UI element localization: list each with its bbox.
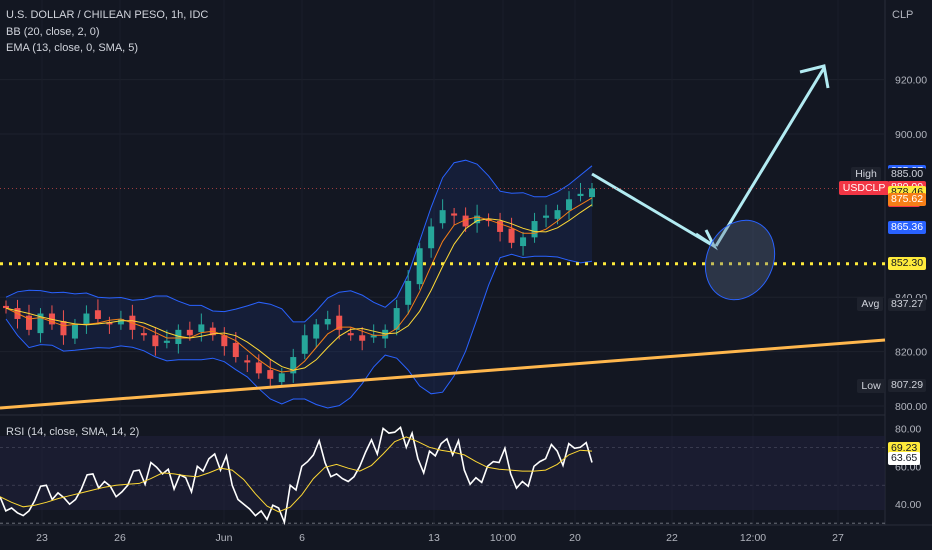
bb-fill — [6, 160, 592, 408]
bb-indicator-legend[interactable]: BB (20, close, 2, 0) — [6, 26, 100, 38]
candle — [324, 318, 331, 325]
time-tick-label: 27 — [832, 532, 844, 544]
symbol-title[interactable]: U.S. DOLLAR / CHILEAN PESO, 1h, IDC — [6, 9, 209, 21]
time-tick-label: 26 — [114, 532, 126, 544]
candle — [359, 335, 366, 341]
candle — [451, 213, 458, 216]
rsi-tick-label: 80.00 — [895, 423, 921, 435]
candle — [474, 215, 481, 224]
time-tick-label: 20 — [569, 532, 581, 544]
price-label-last: USDCLP — [838, 180, 890, 195]
ema-indicator-legend[interactable]: EMA (13, close, 0, SMA, 5) — [6, 42, 139, 54]
candle — [244, 360, 251, 363]
arrowhead-down — [695, 229, 718, 251]
candle — [554, 210, 561, 219]
candle — [416, 248, 423, 285]
rsi-tag-rsi: 69.23 — [888, 441, 921, 455]
price-label-low: Low — [857, 378, 885, 393]
candle — [301, 335, 308, 354]
candle — [3, 305, 9, 309]
target-ellipse — [704, 219, 776, 301]
bb-upper-line — [5, 159, 593, 323]
projection-arrow-down — [591, 172, 713, 247]
bb-lower-line — [5, 253, 593, 409]
price-tag-avg: 837.27 — [888, 297, 927, 311]
candle — [520, 237, 527, 247]
rsi-indicator-legend[interactable]: RSI (14, close, SMA, 14, 2) — [6, 426, 140, 438]
candle — [83, 313, 90, 325]
time-tick-label: 13 — [428, 532, 440, 544]
price-label-avg: Avg — [857, 297, 884, 312]
candle — [566, 199, 573, 211]
candle — [94, 310, 101, 319]
candle — [428, 226, 435, 249]
candle — [25, 315, 32, 330]
candle — [497, 221, 504, 232]
candle — [221, 335, 228, 347]
candle — [163, 340, 170, 343]
price-tag-ema-sma: 875.62 — [888, 193, 927, 207]
candle — [589, 188, 595, 198]
candle — [71, 324, 78, 339]
candle — [336, 315, 343, 330]
candle — [347, 333, 354, 336]
time-tick-label: 23 — [36, 532, 48, 544]
price-tick-label: 820.00 — [895, 347, 927, 359]
price-tag-high: 885.00 — [888, 167, 927, 181]
bollinger-bands — [5, 159, 593, 409]
time-tick-label: 22 — [666, 532, 678, 544]
candle — [267, 370, 274, 379]
candle — [508, 228, 515, 243]
candle — [313, 324, 320, 339]
candle — [531, 221, 538, 238]
candle — [278, 373, 285, 383]
price-label-high: High — [851, 167, 881, 182]
arrowhead-up — [799, 64, 830, 89]
candle — [405, 280, 412, 305]
candle — [186, 329, 193, 336]
candle — [290, 357, 297, 374]
candle — [37, 313, 44, 334]
price-tick-label: 800.00 — [895, 401, 927, 413]
candle — [462, 215, 469, 227]
projection-arrow-up — [714, 67, 826, 247]
drawings — [0, 64, 886, 410]
candle — [255, 362, 262, 374]
candle — [577, 193, 584, 197]
price-tag-low: 807.29 — [888, 379, 927, 393]
rsi-pane — [0, 426, 593, 526]
candle — [106, 322, 113, 325]
rsi-tick-label: 40.00 — [895, 499, 921, 511]
rsi-sma-line — [0, 436, 593, 513]
price-tag-bb-lower: 865.36 — [888, 221, 927, 235]
candle — [152, 335, 159, 347]
time-tick-label: 12:00 — [740, 532, 766, 544]
candle — [439, 210, 446, 224]
time-tick-label: 10:00 — [490, 532, 516, 544]
ema-sma-line — [5, 204, 593, 371]
candle — [393, 308, 400, 330]
candle — [60, 321, 67, 336]
price-tick-label: 900.00 — [895, 129, 927, 141]
candle — [140, 333, 147, 336]
candle — [175, 329, 182, 344]
candle — [232, 342, 239, 358]
candle — [198, 324, 205, 333]
rsi-tag-rsi-sma: 63.65 — [888, 452, 921, 466]
ascending-trendline — [0, 338, 886, 410]
price-tag-support: 852.30 — [888, 256, 927, 270]
price-tick-label: 920.00 — [895, 75, 927, 87]
candle — [543, 215, 550, 218]
time-tick-label: 6 — [299, 532, 305, 544]
candle — [117, 318, 124, 325]
ema-line — [5, 197, 593, 373]
time-tick-label: Jun — [216, 532, 233, 544]
ema-lines — [5, 197, 593, 373]
currency-label: CLP — [892, 9, 914, 21]
candle — [370, 335, 377, 338]
